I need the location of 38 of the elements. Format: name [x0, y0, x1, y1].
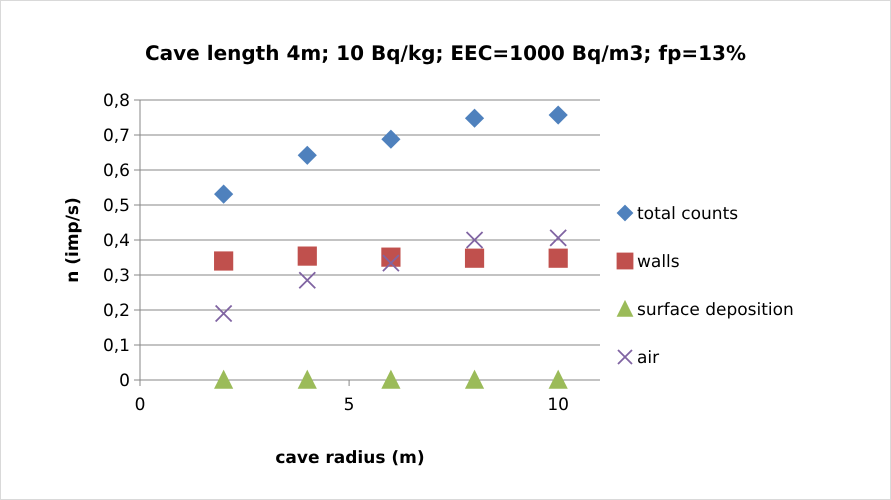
point [548, 105, 568, 125]
x-tick-label: 0 [134, 395, 146, 415]
x-tick-label: 5 [344, 395, 355, 415]
legend-label: air [637, 348, 660, 368]
y-tick-label: 0,4 [102, 230, 130, 251]
point [298, 246, 317, 266]
y-tick-label: 0,2 [102, 300, 130, 321]
legend-label: walls [637, 252, 680, 272]
point [464, 108, 484, 128]
point [298, 146, 317, 165]
point [298, 271, 316, 290]
x-axis-title: cave radius (m) [275, 448, 425, 468]
y-tick-label: 0,6 [102, 160, 130, 181]
y-tick-label: 0,5 [102, 196, 130, 216]
point [214, 370, 234, 389]
point [214, 184, 234, 204]
y-tick-label: 0,7 [102, 126, 130, 146]
chart-title: Cave length 4m; 10 Bq/kg; EEC=1000 Bq/m3; fp=13% [144, 41, 746, 65]
legend-label: total counts [637, 204, 738, 224]
point [548, 370, 568, 389]
y-axis-title: n (imp/s) [63, 197, 83, 283]
y-tick-label: 0 [119, 370, 130, 391]
point [214, 251, 234, 271]
point [548, 248, 568, 268]
point [381, 370, 401, 389]
y-tick-label: 0,3 [102, 266, 130, 286]
point [466, 231, 484, 249]
point [464, 370, 484, 389]
point [298, 370, 317, 389]
legend-label: surface deposition [637, 300, 794, 320]
y-tick-label: 0,8 [102, 90, 130, 111]
point [214, 304, 233, 322]
point [382, 254, 400, 272]
point [381, 130, 401, 149]
point [549, 229, 568, 247]
point [464, 248, 484, 268]
y-tick-label: 0,1 [102, 336, 130, 356]
x-tick-label: 10 [547, 395, 569, 415]
